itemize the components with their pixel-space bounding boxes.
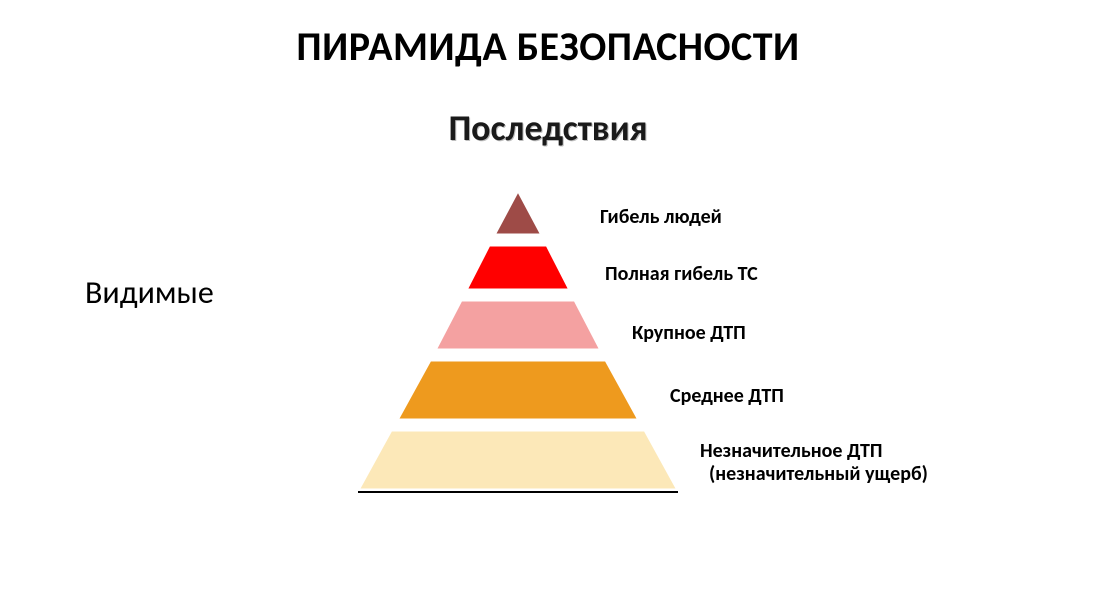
visible-label: Видимые bbox=[85, 273, 214, 312]
caption-2: Полная гибель ТС bbox=[605, 263, 758, 286]
caption-1: Гибель людей bbox=[600, 206, 722, 229]
caption-3: Крупное ДТП bbox=[632, 322, 746, 345]
pyramid-level-4 bbox=[397, 360, 639, 420]
page-root: ПИРАМИДА БЕЗОПАСНОСТИ Последствия Видимы… bbox=[0, 0, 1096, 589]
pyramid-level-5 bbox=[358, 430, 678, 490]
pyramid-levels bbox=[358, 190, 678, 492]
pyramid-level-2 bbox=[466, 245, 570, 290]
pyramid-level-1 bbox=[494, 190, 542, 235]
caption-5: Незначительное ДТП (незначительный ущерб… bbox=[700, 440, 928, 486]
caption-4: Среднее ДТП bbox=[670, 385, 784, 408]
pyramid-level-3 bbox=[435, 300, 601, 350]
safety-pyramid bbox=[358, 190, 678, 540]
page-title: ПИРАМИДА БЕЗОПАСНОСТИ bbox=[0, 22, 1096, 71]
subtitle: Последствия bbox=[0, 106, 1096, 150]
